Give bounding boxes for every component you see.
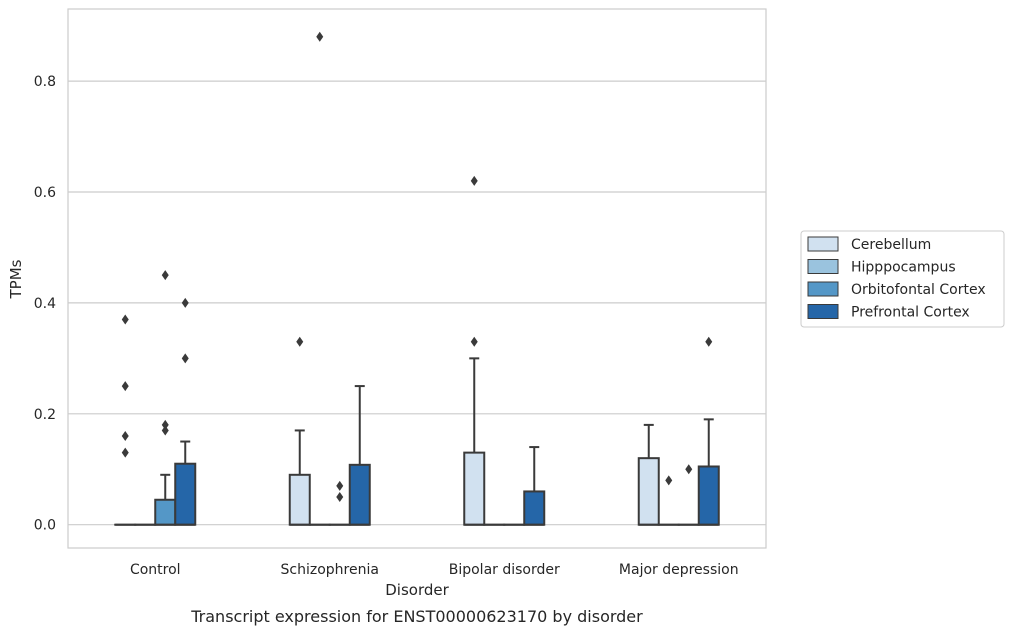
y-tick-label: 0.8 bbox=[34, 74, 56, 90]
outlier-point bbox=[181, 353, 189, 364]
box bbox=[463, 451, 486, 526]
y-tick-label: 0.0 bbox=[34, 518, 56, 534]
outlier-point bbox=[121, 381, 129, 392]
outlier-point bbox=[121, 314, 129, 325]
legend-swatch bbox=[807, 304, 839, 319]
outlier-point bbox=[336, 480, 344, 491]
x-axis-label: Disorder bbox=[385, 581, 449, 599]
box-group bbox=[348, 385, 371, 526]
outlier-point bbox=[296, 336, 304, 347]
y-tick-label: 0.4 bbox=[34, 296, 56, 312]
y-tick-label: 0.2 bbox=[34, 407, 56, 423]
box-group bbox=[677, 464, 700, 526]
box-group bbox=[288, 336, 311, 526]
box-group bbox=[114, 314, 137, 526]
gridlines bbox=[68, 80, 766, 526]
x-tick-labels: Control Schizophrenia Bipolar disorder Majo… bbox=[130, 562, 739, 578]
outlier-point bbox=[121, 430, 129, 441]
legend-swatch bbox=[807, 259, 839, 274]
y-tick-label: 0.6 bbox=[34, 185, 56, 201]
outlier-point bbox=[470, 175, 478, 186]
box bbox=[154, 498, 177, 526]
outlier-point bbox=[665, 475, 673, 486]
outlier-point bbox=[316, 31, 324, 42]
box bbox=[348, 463, 371, 526]
outlier-point bbox=[685, 464, 693, 475]
box bbox=[523, 490, 546, 526]
outlier-point bbox=[470, 336, 478, 347]
box bbox=[637, 457, 660, 526]
outlier-point bbox=[336, 491, 344, 502]
box bbox=[174, 462, 197, 526]
legend-label: Orbitofontal Cortex bbox=[851, 282, 986, 298]
box-group bbox=[637, 423, 660, 526]
outlier-point bbox=[181, 297, 189, 308]
box-series bbox=[114, 31, 720, 526]
box-group bbox=[697, 336, 720, 526]
legend-label: Prefrontal Cortex bbox=[851, 305, 970, 321]
outlier-point bbox=[121, 447, 129, 458]
legend-swatch bbox=[807, 281, 839, 297]
box-group bbox=[463, 175, 486, 526]
outlier-point bbox=[161, 425, 169, 436]
outlier-point bbox=[161, 419, 169, 430]
legend: Cerebellum Hipppocampus Orbitofontal Corte… bbox=[800, 230, 1005, 328]
box-group bbox=[328, 480, 351, 526]
y-axis-label: TPMs bbox=[7, 259, 25, 299]
box bbox=[288, 473, 311, 526]
box-group bbox=[154, 270, 177, 526]
x-tick-label: Schizophrenia bbox=[281, 562, 379, 578]
plot-frame bbox=[67, 8, 767, 549]
x-tick-label: Bipolar disorder bbox=[449, 562, 560, 578]
x-tick-label: Major depression bbox=[619, 562, 739, 578]
legend-label: Cerebellum bbox=[851, 237, 931, 253]
figure-caption: Transcript expression for ENST0000062317… bbox=[190, 607, 643, 626]
legend-swatch bbox=[807, 236, 839, 252]
box-group bbox=[308, 31, 331, 526]
box-group bbox=[523, 446, 546, 526]
legend-frame bbox=[800, 230, 1005, 328]
box-group bbox=[657, 475, 680, 526]
box-group bbox=[174, 297, 197, 526]
outlier-point bbox=[161, 270, 169, 281]
legend-label: Hipppocampus bbox=[851, 260, 956, 276]
x-tick-label: Control bbox=[130, 562, 181, 578]
outlier-point bbox=[705, 336, 713, 347]
box bbox=[697, 465, 720, 526]
y-tick-labels: 0.0 0.2 0.4 0.6 0.8 bbox=[34, 74, 56, 534]
